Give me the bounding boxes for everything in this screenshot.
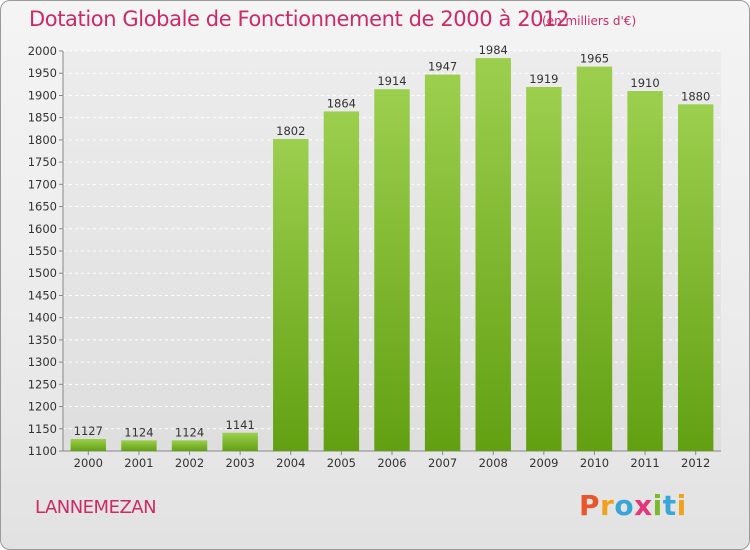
bar — [171, 440, 208, 451]
bar — [374, 89, 410, 451]
y-tick-label: 1500 — [28, 266, 57, 280]
bar-value-label: 1802 — [276, 124, 305, 138]
y-tick-label: 1200 — [28, 400, 57, 414]
x-tick-label: 2009 — [529, 456, 558, 470]
bar-value-label: 1947 — [428, 60, 457, 74]
bar — [424, 74, 461, 452]
y-tick-label: 1450 — [28, 288, 57, 302]
x-tick-label: 2004 — [276, 456, 305, 470]
y-tick-label: 1350 — [28, 333, 57, 347]
x-tick-label: 2012 — [681, 456, 710, 470]
y-tick-label: 2000 — [28, 44, 57, 58]
x-tick-label: 2010 — [580, 456, 609, 470]
x-tick-label: 2002 — [175, 456, 204, 470]
y-tick-label: 1600 — [28, 222, 57, 236]
x-tick-label: 2000 — [74, 456, 103, 470]
bar — [475, 58, 511, 451]
y-tick-label: 1950 — [28, 66, 57, 80]
bar-value-label: 1864 — [327, 96, 356, 110]
bar — [222, 432, 258, 451]
chart-subtitle: (en milliers d'€) — [542, 14, 637, 28]
y-tick-label: 1650 — [28, 200, 57, 214]
bar-value-label: 1919 — [529, 72, 558, 86]
y-tick-label: 1400 — [28, 311, 57, 325]
chart-title: Dotation Globale de Fonctionnement de 20… — [29, 7, 570, 31]
x-tick-label: 2006 — [377, 456, 406, 470]
y-tick-label: 1800 — [28, 133, 57, 147]
proxiti-logo[interactable]: Proxiti — [579, 489, 687, 522]
x-tick-label: 2005 — [327, 456, 356, 470]
y-tick-label: 1700 — [28, 177, 57, 191]
logo-letter: x — [634, 489, 653, 522]
y-tick-label: 1250 — [28, 377, 57, 391]
logo-letter: o — [614, 489, 635, 522]
logo-letter: i — [652, 489, 663, 522]
bar-value-label: 1124 — [175, 425, 204, 439]
bar — [677, 104, 714, 451]
y-tick-label: 1850 — [28, 111, 57, 125]
bar-value-label: 1984 — [479, 43, 508, 57]
commune-name: LANNEMEZAN — [35, 497, 157, 518]
bar-value-label: 1914 — [377, 74, 406, 88]
x-tick-label: 2007 — [428, 456, 457, 470]
y-tick-label: 1150 — [28, 422, 57, 436]
bar — [323, 111, 360, 451]
y-tick-label: 1750 — [28, 155, 57, 169]
bar — [273, 139, 309, 451]
x-tick-label: 2008 — [479, 456, 508, 470]
bar-value-label: 1127 — [74, 424, 103, 438]
logo-letter: P — [579, 489, 601, 522]
bar — [121, 440, 157, 451]
bar — [526, 87, 562, 451]
y-tick-label: 1100 — [28, 444, 57, 458]
logo-letter: t — [662, 489, 677, 522]
logo-letter: r — [600, 489, 615, 522]
x-tick-label: 2011 — [630, 456, 659, 470]
bar — [576, 66, 613, 452]
x-tick-label: 2001 — [124, 456, 153, 470]
y-tick-label: 1900 — [28, 88, 57, 102]
bar-value-label: 1124 — [124, 425, 153, 439]
bar-value-label: 1141 — [226, 418, 255, 432]
logo-letter: i — [676, 489, 687, 522]
y-tick-label: 1550 — [28, 244, 57, 258]
bar — [627, 91, 663, 451]
bar — [70, 439, 107, 451]
x-tick-label: 2003 — [226, 456, 255, 470]
y-tick-label: 1300 — [28, 355, 57, 369]
bar-value-label: 1880 — [681, 89, 710, 103]
bar-value-label: 1910 — [630, 76, 659, 90]
bar-value-label: 1965 — [580, 52, 609, 66]
